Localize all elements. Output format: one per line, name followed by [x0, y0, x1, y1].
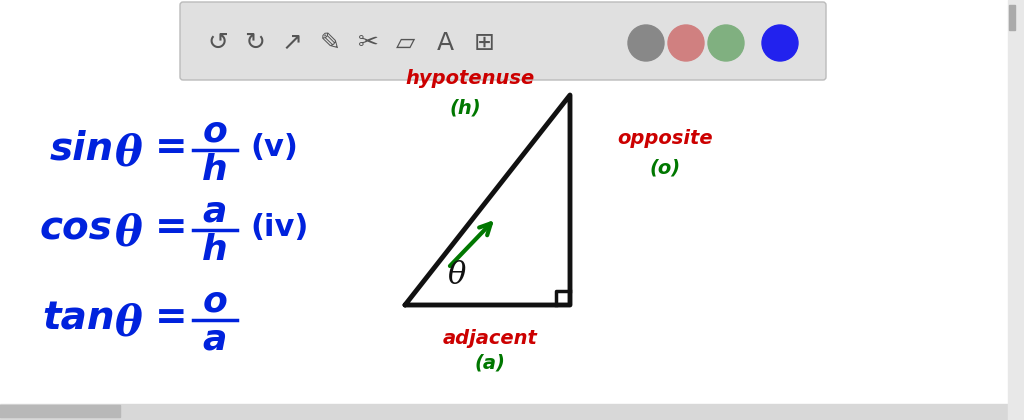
Text: =: =	[155, 129, 187, 167]
Text: A: A	[436, 31, 454, 55]
Text: θ: θ	[115, 302, 142, 344]
Text: (a): (a)	[474, 354, 506, 373]
Text: ✎: ✎	[319, 31, 341, 55]
Text: tan: tan	[42, 299, 115, 337]
Text: θ: θ	[115, 212, 142, 254]
Text: sin: sin	[50, 129, 114, 167]
Text: o: o	[203, 285, 227, 319]
Text: (h): (h)	[450, 99, 481, 118]
Text: θ: θ	[115, 132, 142, 174]
Text: ↻: ↻	[245, 31, 265, 55]
Text: (o): (o)	[649, 158, 681, 178]
Text: ▱: ▱	[396, 31, 416, 55]
Text: o: o	[203, 115, 227, 149]
Text: (v): (v)	[250, 134, 298, 163]
Bar	[1009, 5, 1015, 30]
Bar	[0, 404, 1024, 420]
Text: =: =	[155, 209, 187, 247]
Text: h: h	[202, 153, 228, 187]
Text: ⊞: ⊞	[473, 31, 495, 55]
Text: =: =	[155, 299, 187, 337]
Text: ↗: ↗	[282, 31, 302, 55]
Text: hypotenuse: hypotenuse	[406, 68, 535, 87]
Bar	[1008, 0, 1024, 420]
Bar	[0, 405, 120, 417]
Text: a: a	[203, 323, 227, 357]
Text: adjacent: adjacent	[442, 328, 538, 347]
Circle shape	[668, 25, 705, 61]
Text: (iv): (iv)	[250, 213, 308, 242]
Text: a: a	[203, 195, 227, 229]
Circle shape	[762, 25, 798, 61]
Text: cos: cos	[40, 209, 113, 247]
Text: θ: θ	[447, 260, 466, 291]
Text: opposite: opposite	[617, 129, 713, 147]
Text: ✂: ✂	[357, 31, 379, 55]
Circle shape	[708, 25, 744, 61]
Circle shape	[628, 25, 664, 61]
Text: ↺: ↺	[208, 31, 228, 55]
Text: h: h	[202, 233, 228, 267]
FancyBboxPatch shape	[180, 2, 826, 80]
